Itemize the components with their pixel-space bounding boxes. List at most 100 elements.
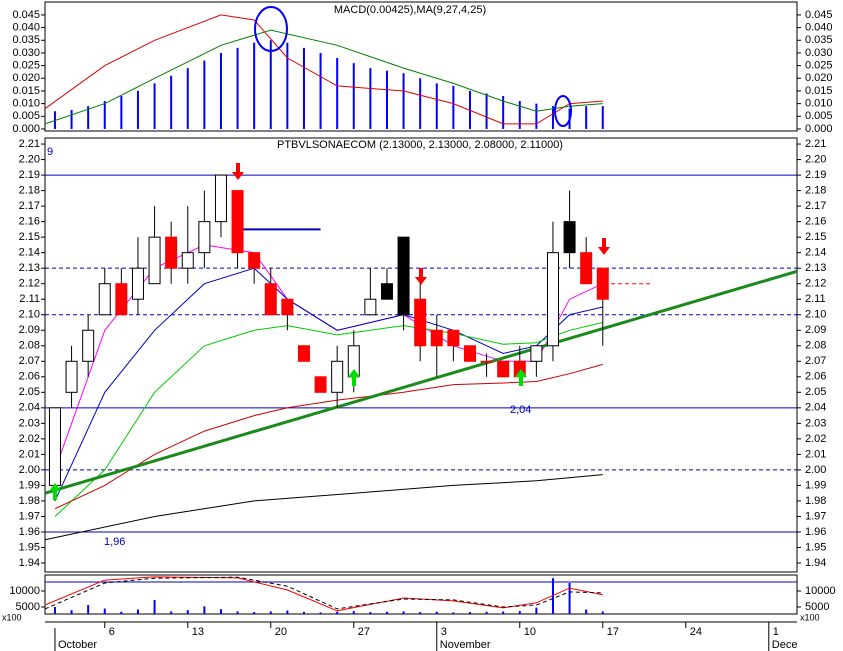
candle-body — [430, 329, 443, 347]
y-tick-label: 0.010 — [12, 98, 40, 110]
y-tick-label: 2.01 — [805, 448, 826, 460]
y-tick-label: 0.020 — [12, 72, 40, 84]
y-tick-label: 2.11 — [805, 293, 826, 305]
y-tick-label: 2.06 — [19, 371, 40, 383]
candle-body — [397, 236, 410, 316]
y-tick-label: 1.98 — [805, 495, 826, 507]
y-tick-label: 2.14 — [19, 247, 40, 259]
y-tick-label: 2.03 — [19, 417, 40, 429]
y-tick-label: 0.030 — [805, 47, 833, 59]
unit-label: x100 — [800, 612, 820, 622]
candle-body — [148, 236, 161, 285]
y-tick-label: 2.07 — [805, 355, 826, 367]
line — [44, 269, 798, 495]
candle-body — [364, 298, 377, 316]
candle-body — [115, 283, 128, 316]
y-tick-label: 2.14 — [805, 247, 826, 259]
candle-body — [596, 267, 609, 300]
price-frame — [44, 137, 798, 573]
y-tick-label: 2.00 — [805, 464, 826, 476]
y-tick-label: 1.99 — [19, 479, 40, 491]
buy-arrow — [49, 483, 61, 500]
y-tick-label: 0.020 — [805, 72, 833, 84]
y-tick-label: 2.17 — [19, 200, 40, 212]
annotation: 1,96 — [104, 536, 125, 548]
y-tick-label: 1.97 — [19, 510, 40, 522]
y-tick-label: 2.07 — [19, 355, 40, 367]
buy-arrow — [515, 369, 527, 386]
y-tick-label: 2.04 — [19, 402, 40, 414]
x-tick-label: 24 — [690, 626, 702, 638]
candle-body — [447, 329, 460, 347]
y-tick-label: 2.15 — [19, 231, 40, 243]
candle-body — [65, 360, 78, 393]
y-tick-label: 2.00 — [19, 464, 40, 476]
y-tick-label: 0.045 — [12, 9, 40, 21]
candle-body — [231, 190, 244, 254]
x-tick-label: 6 — [109, 626, 115, 638]
y-tick-label: 2.05 — [805, 386, 826, 398]
unit-label: x100 — [2, 612, 22, 622]
y-tick-label: 1.94 — [19, 557, 40, 569]
line — [44, 576, 603, 610]
y-tick-label: 2.06 — [805, 371, 826, 383]
y-tick-label: 2.12 — [19, 278, 40, 290]
y-tick-label: 1.98 — [19, 495, 40, 507]
candle-body — [98, 283, 111, 316]
y-tick-label: 0.030 — [12, 47, 40, 59]
highlight-ellipse — [254, 6, 288, 52]
line — [44, 14, 603, 125]
y-tick-label: 0.010 — [805, 98, 833, 110]
line — [54, 322, 603, 517]
y-tick-label: 0.035 — [12, 34, 40, 46]
annotation: 2,04 — [510, 404, 531, 416]
macd-frame — [44, 1, 798, 132]
candle-body — [497, 360, 510, 378]
y-tick-label: 10000 — [805, 585, 836, 597]
y-tick-label: 2.10 — [805, 309, 826, 321]
candle-body — [480, 360, 493, 363]
y-tick-label: 2.03 — [805, 417, 826, 429]
candle-body — [165, 236, 178, 269]
y-tick-label: 0.035 — [805, 34, 833, 46]
x-tick-label: 27 — [358, 626, 370, 638]
y-tick-label: 1.95 — [805, 541, 826, 553]
y-tick-label: 2.12 — [805, 278, 826, 290]
y-tick-label: 2.20 — [19, 153, 40, 165]
y-tick-label: 2.13 — [805, 262, 826, 274]
y-tick-label: 2.19 — [805, 169, 826, 181]
y-tick-label: 0.015 — [805, 85, 833, 97]
x-tick-label: 17 — [607, 626, 619, 638]
y-tick-label: 0.040 — [805, 22, 833, 34]
y-tick-label: 5000 — [805, 601, 829, 613]
sell-arrow — [598, 238, 610, 255]
y-tick-label: 2.08 — [19, 340, 40, 352]
candle-body — [181, 252, 194, 269]
y-tick-label: 2.02 — [805, 433, 826, 445]
y-tick-label: 2.08 — [805, 340, 826, 352]
buy-arrow — [348, 369, 360, 386]
candle-body — [331, 360, 344, 393]
y-tick-label: 0.045 — [805, 9, 833, 21]
candle-body — [297, 345, 310, 362]
y-tick-label: 2.02 — [19, 433, 40, 445]
candle-body — [380, 283, 393, 300]
annotation: 9 — [47, 146, 53, 158]
y-tick-label: 0.005 — [805, 110, 833, 122]
y-tick-label: 2.01 — [19, 448, 40, 460]
y-tick-label: 1.95 — [19, 541, 40, 553]
x-tick-label: 10 — [524, 626, 536, 638]
candle-body — [131, 267, 144, 300]
y-tick-label: 2.21 — [805, 138, 826, 150]
y-tick-label: 1.94 — [805, 557, 826, 569]
y-tick-label: 2.21 — [19, 138, 40, 150]
candle-body — [463, 345, 476, 362]
month-label: October — [58, 639, 97, 651]
candle-body — [281, 298, 294, 316]
highlight-ellipse — [554, 95, 572, 127]
macd-title: MACD(0.00425),MA(9,27,4,25) — [334, 4, 486, 16]
month-label: November — [440, 639, 491, 651]
y-tick-label: 2.17 — [805, 200, 826, 212]
overlays — [49, 6, 610, 500]
